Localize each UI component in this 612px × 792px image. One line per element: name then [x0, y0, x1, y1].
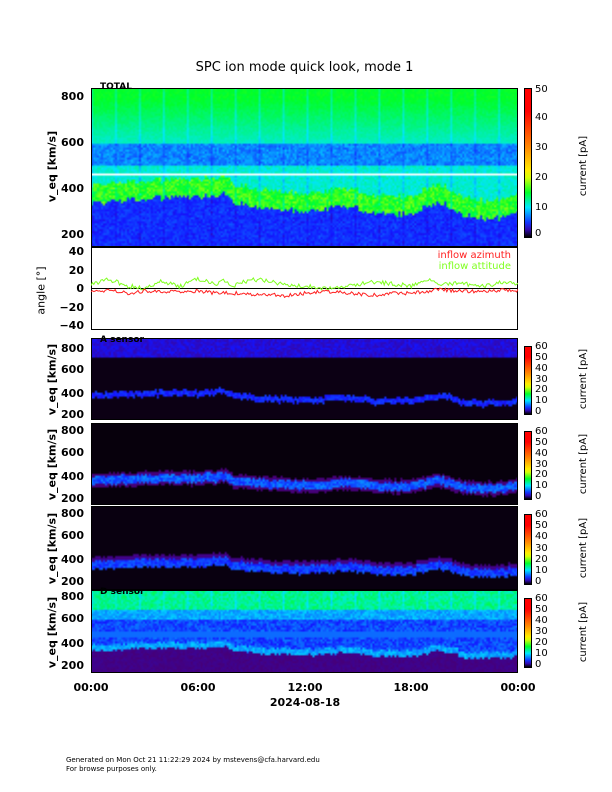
colorbar-tick: 50: [535, 84, 548, 95]
colorbar-tick: 60: [535, 341, 548, 352]
d-ytick: 800: [61, 590, 84, 603]
colorbar-tick: 0: [535, 659, 542, 670]
colorbar-tick: 50: [535, 436, 548, 448]
total-ytick: 600: [61, 136, 84, 149]
c-ytick: 800: [61, 507, 84, 520]
d-ytick: 600: [61, 612, 84, 625]
x-axis-date: 2024-08-18: [269, 696, 341, 709]
legend-azimuth: inflow azimuth: [438, 250, 511, 261]
colorbar-tick: 50: [535, 604, 548, 615]
colorbar-label: current [pA]: [578, 135, 589, 197]
legend-attitude: inflow attitude: [439, 261, 511, 272]
colorbar-tick: 20: [535, 172, 548, 183]
c-sensor-spectrogram: [91, 506, 518, 590]
c-ylabel: v_eq [km/s]: [45, 512, 59, 585]
angle-ytick: −20: [59, 301, 84, 314]
d-ylabel: v_eq [km/s]: [45, 596, 59, 668]
xtick: 00:00: [73, 681, 109, 694]
angle-ytick: 20: [68, 264, 84, 277]
colorbar-tick: 40: [535, 112, 548, 123]
colorbar-tick: 10: [535, 480, 548, 492]
b-ytick: 600: [61, 445, 84, 459]
total-colorbar: [524, 88, 532, 238]
b-ylabel: v_eq [km/s]: [45, 428, 59, 501]
footer-generated: Generated on Mon Oct 21 11:22:29 2024 by…: [66, 756, 320, 764]
colorbar-label: current [pA]: [578, 348, 589, 410]
d-ytick: 200: [61, 659, 84, 672]
footer-note: For browse purposes only.: [66, 765, 157, 773]
colorbar-tick: 20: [535, 637, 548, 648]
colorbar-tick: 40: [535, 362, 548, 374]
angle-plot: inflow azimuth inflow attitude: [91, 247, 518, 330]
angle-ytick: −40: [59, 319, 84, 332]
colorbar-tick: 10: [535, 564, 548, 576]
colorbar-label: current [pA]: [578, 601, 589, 662]
d-sensor-spectrogram: [91, 590, 518, 673]
b-ytick: 200: [61, 492, 84, 505]
inflow-attitude-line: [91, 276, 518, 291]
total-ytick: 800: [61, 90, 84, 103]
c-colorbar: [524, 514, 532, 585]
colorbar-tick: 40: [535, 531, 548, 543]
b-colorbar: [524, 431, 532, 500]
colorbar-tick: 10: [535, 202, 548, 213]
total-panel-label: TOTAL: [100, 82, 132, 92]
colorbar-tick: 0: [535, 228, 542, 239]
total-spectrogram: [91, 88, 518, 247]
total-ytick: 200: [61, 228, 84, 241]
d-sensor-label: D sensor: [100, 587, 145, 597]
total-ylabel: v_eq [km/s]: [45, 130, 59, 203]
colorbar-tick: 30: [535, 458, 548, 470]
a-ytick: 600: [61, 363, 84, 376]
colorbar-label: current [pA]: [578, 517, 589, 579]
colorbar-tick: 0: [535, 406, 542, 417]
b-ytick: 800: [61, 424, 84, 437]
a-sensor-label: A sensor: [100, 335, 144, 345]
colorbar-tick: 60: [535, 426, 548, 437]
figure-title: SPC ion mode quick look, mode 1: [195, 60, 414, 75]
xtick: 00:00: [500, 681, 536, 694]
angle-ylabel: angle [°]: [34, 266, 48, 315]
colorbar-tick: 40: [535, 447, 548, 459]
c-ytick: 200: [61, 575, 84, 588]
colorbar-tick: 60: [535, 593, 548, 604]
colorbar-tick: 30: [535, 373, 548, 385]
b-ytick: 400: [61, 470, 84, 484]
a-ytick: 400: [61, 387, 84, 400]
colorbar-tick: 40: [535, 615, 548, 626]
colorbar-tick: 20: [535, 553, 548, 565]
xtick: 18:00: [393, 681, 429, 694]
colorbar-tick: 30: [535, 626, 548, 637]
colorbar-tick: 30: [535, 142, 548, 153]
a-sensor-spectrogram: [91, 338, 518, 420]
b-sensor-spectrogram: [91, 423, 518, 505]
angle-ytick: 0: [76, 282, 84, 295]
colorbar-tick: 50: [535, 351, 548, 363]
a-ytick: 200: [61, 408, 84, 421]
xtick: 12:00: [287, 681, 323, 694]
colorbar-tick: 50: [535, 520, 548, 532]
colorbar-tick: 60: [535, 509, 548, 520]
colorbar-tick: 30: [535, 542, 548, 554]
c-ytick: 400: [61, 553, 84, 567]
inflow-azimuth-line: [91, 287, 518, 299]
a-colorbar: [524, 346, 532, 415]
angle-ytick: 40: [68, 245, 84, 258]
colorbar-tick: 20: [535, 384, 548, 396]
colorbar-tick: 20: [535, 469, 548, 481]
colorbar-tick: 10: [535, 395, 548, 407]
colorbar-tick: 0: [535, 576, 542, 587]
a-ylabel: v_eq [km/s]: [45, 343, 59, 416]
colorbar-tick: 0: [535, 491, 542, 502]
d-colorbar: [524, 598, 532, 668]
a-ytick: 800: [61, 342, 84, 355]
colorbar-tick: 10: [535, 648, 548, 659]
total-ytick: 400: [61, 182, 84, 195]
c-ytick: 600: [61, 528, 84, 542]
colorbar-label: current [pA]: [578, 433, 589, 495]
d-ytick: 400: [61, 637, 84, 650]
xtick: 06:00: [180, 681, 216, 694]
